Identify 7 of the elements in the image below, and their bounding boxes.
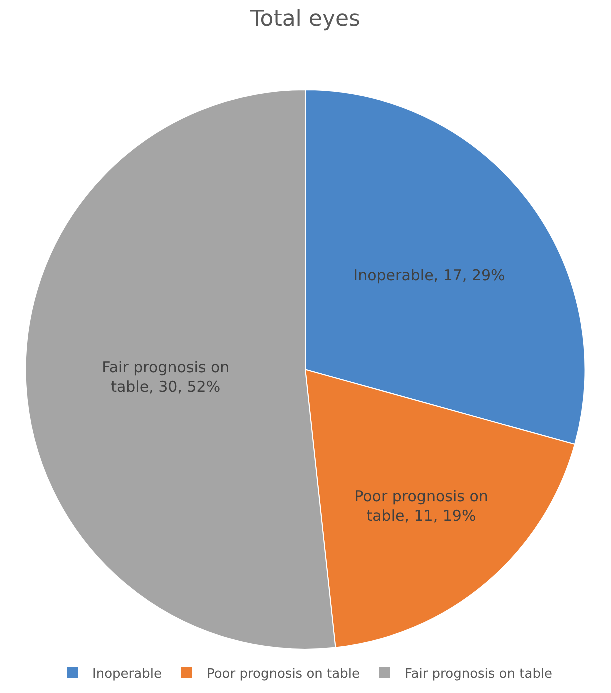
- legend-label: Fair prognosis on table: [404, 667, 553, 682]
- legend-label: Inoperable: [92, 667, 162, 682]
- legend-label: Poor prognosis on table: [206, 667, 360, 682]
- data-label: Poor prognosis on table, 11, 19%: [354, 488, 488, 526]
- data-label: Fair prognosis on table, 30, 52%: [102, 358, 230, 396]
- data-label: Inoperable, 17, 29%: [354, 266, 506, 284]
- chart-title: Total eyes: [250, 6, 360, 32]
